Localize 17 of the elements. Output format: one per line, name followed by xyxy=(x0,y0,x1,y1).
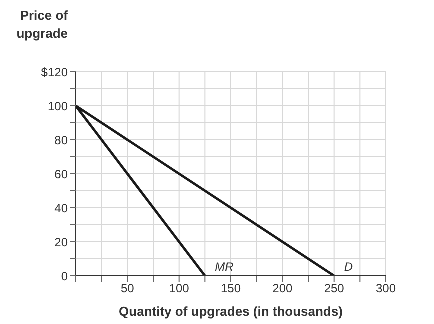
y-tick-label: 40 xyxy=(54,201,68,216)
x-tick-label: 200 xyxy=(272,282,293,296)
x-tick-label: 250 xyxy=(324,282,345,296)
series-label: MR xyxy=(215,260,234,274)
y-tick-label: 60 xyxy=(54,167,68,182)
y-tick-label: $120 xyxy=(41,65,68,80)
x-tick-label: 300 xyxy=(376,282,396,296)
y-tick-label: 80 xyxy=(54,133,68,148)
x-tick-label: 150 xyxy=(220,282,242,296)
y-tick-label: 20 xyxy=(54,235,68,250)
y-axis-title: Price of upgrade xyxy=(16,8,69,41)
x-tick-label: 50 xyxy=(120,282,135,296)
x-axis-title: Quantity of upgrades (in thousands) xyxy=(119,304,343,319)
series-label: D xyxy=(344,260,354,274)
y-tick-label: 100 xyxy=(48,99,68,114)
x-tick-label: 100 xyxy=(169,282,190,296)
y-tick-label: 0 xyxy=(61,269,68,284)
